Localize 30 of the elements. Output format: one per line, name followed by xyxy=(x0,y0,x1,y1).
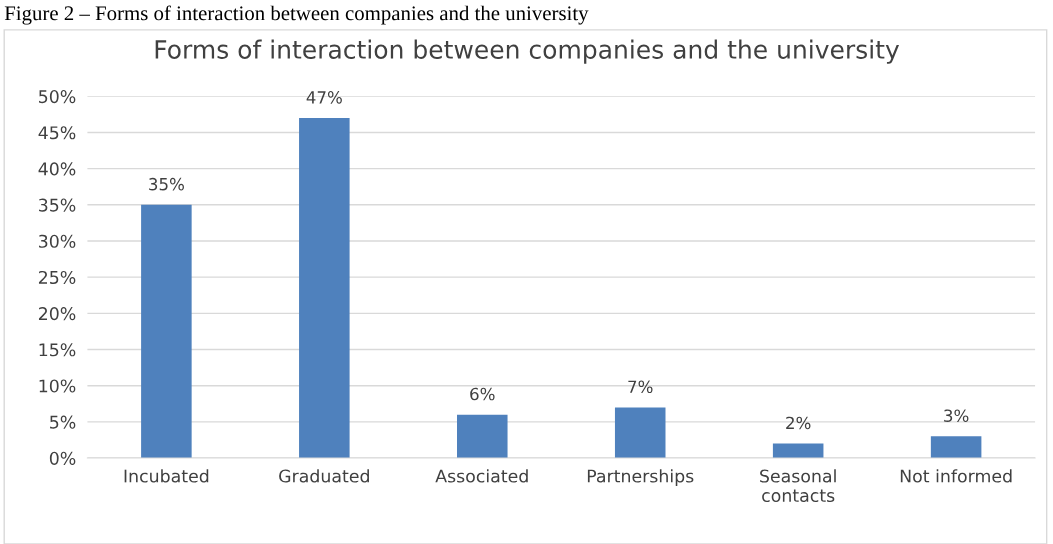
caption: Figure 2 – Forms of interaction between companies and the university xyxy=(4,5,589,25)
y-tick-label: 35% xyxy=(39,198,76,212)
data-label: 47% xyxy=(306,91,342,104)
x-tick-label: Associated xyxy=(435,469,528,483)
data-label: 7% xyxy=(628,380,653,394)
y-tick-label: 20% xyxy=(38,307,76,321)
y-tick-label: 30% xyxy=(39,234,76,248)
bar xyxy=(299,117,350,459)
data-label: 35% xyxy=(149,177,184,191)
x-tick-label: Incubated xyxy=(124,469,209,483)
chart-title: Forms of interaction between companies and the university xyxy=(155,39,900,64)
x-tick-label: Partnerships xyxy=(587,469,694,486)
data-label: 2% xyxy=(786,416,811,430)
data-label: 3% xyxy=(944,409,969,422)
bar xyxy=(930,436,982,459)
data-label: 6% xyxy=(470,387,495,401)
y-tick-label: 50% xyxy=(39,90,76,104)
y-tick-label: 40% xyxy=(38,162,76,176)
bar xyxy=(141,204,192,459)
y-tick-label: 25% xyxy=(38,270,76,285)
y-tick-label: 15% xyxy=(39,343,76,357)
y-tick-label: 10% xyxy=(39,379,76,393)
y-tick-label: 45% xyxy=(38,126,76,140)
bar xyxy=(614,407,666,459)
y-tick-label: 0% xyxy=(49,451,76,465)
bar xyxy=(457,414,508,459)
x-tick-label: Not informed xyxy=(900,469,1012,483)
y-tick-label: 5% xyxy=(50,415,76,429)
x-tick-label: Seasonal contacts xyxy=(760,469,836,503)
x-tick-label: Graduated xyxy=(279,469,369,483)
